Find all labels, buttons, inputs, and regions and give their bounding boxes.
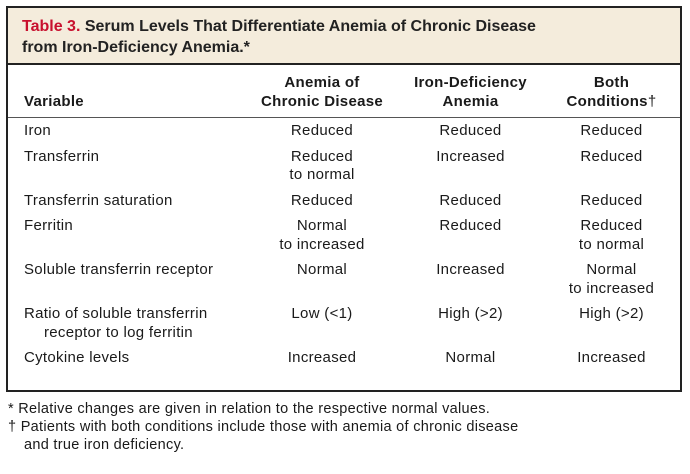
row-both-conditions-value-line1: Reduced [580, 147, 643, 165]
row-chronic-disease-value-line1: Reduced [290, 122, 354, 139]
row-iron-deficiency-value: Reduced [398, 213, 543, 257]
row-variable-line1: Ferritin [24, 217, 74, 234]
row-both-conditions-value-line1: Normal [586, 261, 637, 278]
row-chronic-disease-value: Low (<1) [246, 301, 398, 345]
row-chronic-disease-value: Reduced to normal [246, 144, 398, 188]
row-iron-deficiency-value-line1: High (>2) [438, 305, 503, 322]
footnote-asterisk: * Relative changes are given in relation… [8, 401, 491, 417]
row-variable-line1: Transferrin saturation [24, 191, 173, 209]
row-variable-line1: Ratio of soluble transferrin [24, 305, 208, 322]
row-both-conditions-value: High (>2) [543, 301, 680, 345]
header-both-conditions: Both Conditions† [543, 65, 680, 118]
row-iron-deficiency-value: Reduced [398, 118, 543, 144]
table-header-row: Variable Anemia of Chronic Disease Iron-… [8, 65, 680, 118]
row-iron-deficiency-value: Reduced [398, 188, 543, 214]
table-title-line2: from Iron-Deficiency Anemia.* [22, 39, 250, 56]
row-variable: Cytokine levels [8, 345, 246, 371]
row-iron-deficiency-value: High (>2) [398, 301, 543, 345]
header-chronic-disease-l1: Anemia of [284, 74, 360, 91]
table-row: Transferrin saturation Reduced Reduced Redu… [8, 188, 680, 214]
header-iron-deficiency: Iron-Deficiency Anemia [398, 65, 543, 118]
row-variable-line2: receptor to log ferritin [44, 323, 193, 341]
dagger-mark: † [647, 93, 657, 110]
row-chronic-disease-value: Reduced [246, 118, 398, 144]
row-iron-deficiency-value: Increased [398, 144, 543, 188]
table-title: Table 3. Serum Levels That Differentiate… [8, 8, 680, 65]
header-both-l1: Both [593, 74, 630, 91]
row-chronic-disease-value-line1: Reduced [290, 191, 354, 209]
row-both-conditions-value-line1: Reduced [580, 191, 643, 209]
table-row: Ferritin Normal to increased Reduced Reduced… [8, 213, 680, 257]
row-variable-line1: Soluble transferrin receptor [24, 261, 214, 278]
table-row: Iron Reduced Reduced Reduced [8, 118, 680, 144]
header-variable: Variable [8, 65, 246, 118]
table-row: Cytokine levels Increased Normal Increased [8, 345, 680, 371]
row-chronic-disease-value-line1: Reduced [290, 147, 354, 165]
row-chronic-disease-value-line2: to normal [289, 166, 355, 183]
row-iron-deficiency-value: Increased [398, 257, 543, 301]
row-variable: Ratio of soluble transferrin receptor to … [8, 301, 246, 345]
table-row: Transferrin Reduced to normal Increased Redu… [8, 144, 680, 188]
row-both-conditions-value: Normal to increased [543, 257, 680, 301]
row-chronic-disease-value-line1: Increased [287, 349, 357, 366]
row-chronic-disease-value-line1: Normal [296, 217, 348, 234]
header-chronic-disease: Anemia of Chronic Disease [246, 65, 398, 118]
footnotes: * Relative changes are given in relation… [8, 400, 678, 454]
footnote-dagger-l1: † Patients with both conditions include … [8, 419, 519, 435]
header-iron-deficiency-l1: Iron-Deficiency [414, 74, 527, 91]
row-variable: Transferrin saturation [8, 188, 246, 214]
data-table: Variable Anemia of Chronic Disease Iron-… [8, 65, 680, 371]
row-both-conditions-value-line1: High (>2) [579, 305, 644, 322]
row-variable: Soluble transferrin receptor [8, 257, 246, 301]
row-variable-line1: Cytokine levels [24, 349, 130, 366]
row-variable: Transferrin [8, 144, 246, 188]
footnote-dagger-l2: and true iron deficiency. [24, 437, 185, 453]
row-variable: Ferritin [8, 213, 246, 257]
row-variable: Iron [8, 118, 246, 144]
row-both-conditions-value: Reduced [543, 144, 680, 188]
row-chronic-disease-value: Normal [246, 257, 398, 301]
row-both-conditions-value: Reduced [543, 188, 680, 214]
row-both-conditions-value-line1: Reduced [580, 122, 643, 139]
row-chronic-disease-value-line1: Low (<1) [291, 305, 353, 322]
row-both-conditions-value: Increased [543, 345, 680, 371]
row-iron-deficiency-value-line1: Increased [436, 261, 505, 278]
row-chronic-disease-value: Normal to increased [246, 213, 398, 257]
row-both-conditions-value-line1: Increased [577, 349, 646, 366]
row-iron-deficiency-value-line1: Increased [436, 147, 505, 165]
row-iron-deficiency-value-line1: Normal [445, 349, 496, 366]
row-chronic-disease-value-line2: to increased [279, 235, 365, 253]
header-iron-deficiency-l2: Anemia [442, 93, 499, 110]
row-chronic-disease-value: Increased [246, 345, 398, 371]
row-both-conditions-value: Reduced [543, 118, 680, 144]
row-chronic-disease-value-line1: Normal [296, 261, 348, 278]
row-iron-deficiency-value-line1: Reduced [439, 191, 502, 209]
table-row: Ratio of soluble transferrin receptor to … [8, 301, 680, 345]
row-iron-deficiency-value: Normal [398, 345, 543, 371]
row-iron-deficiency-value-line1: Reduced [439, 217, 502, 234]
row-variable-line1: Transferrin [24, 147, 100, 165]
table-row: Soluble transferrin receptor Normal Increa… [8, 257, 680, 301]
header-both-l2: Conditions [566, 93, 648, 110]
row-both-conditions-value-line1: Reduced [580, 217, 643, 234]
table-title-line1: Serum Levels That Differentiate Anemia o… [80, 18, 536, 35]
header-chronic-disease-l2: Chronic Disease [260, 93, 384, 110]
table-frame: Table 3. Serum Levels That Differentiate… [6, 6, 682, 392]
table-body-wrap: Variable Anemia of Chronic Disease Iron-… [8, 65, 680, 390]
table-number: Table 3. [22, 18, 81, 35]
row-both-conditions-value-line2: to normal [578, 235, 645, 253]
row-both-conditions-value-line2: to increased [568, 279, 655, 297]
row-chronic-disease-value: Reduced [246, 188, 398, 214]
row-iron-deficiency-value-line1: Reduced [439, 122, 502, 139]
row-both-conditions-value: Reduced to normal [543, 213, 680, 257]
row-variable-line1: Iron [24, 122, 52, 139]
